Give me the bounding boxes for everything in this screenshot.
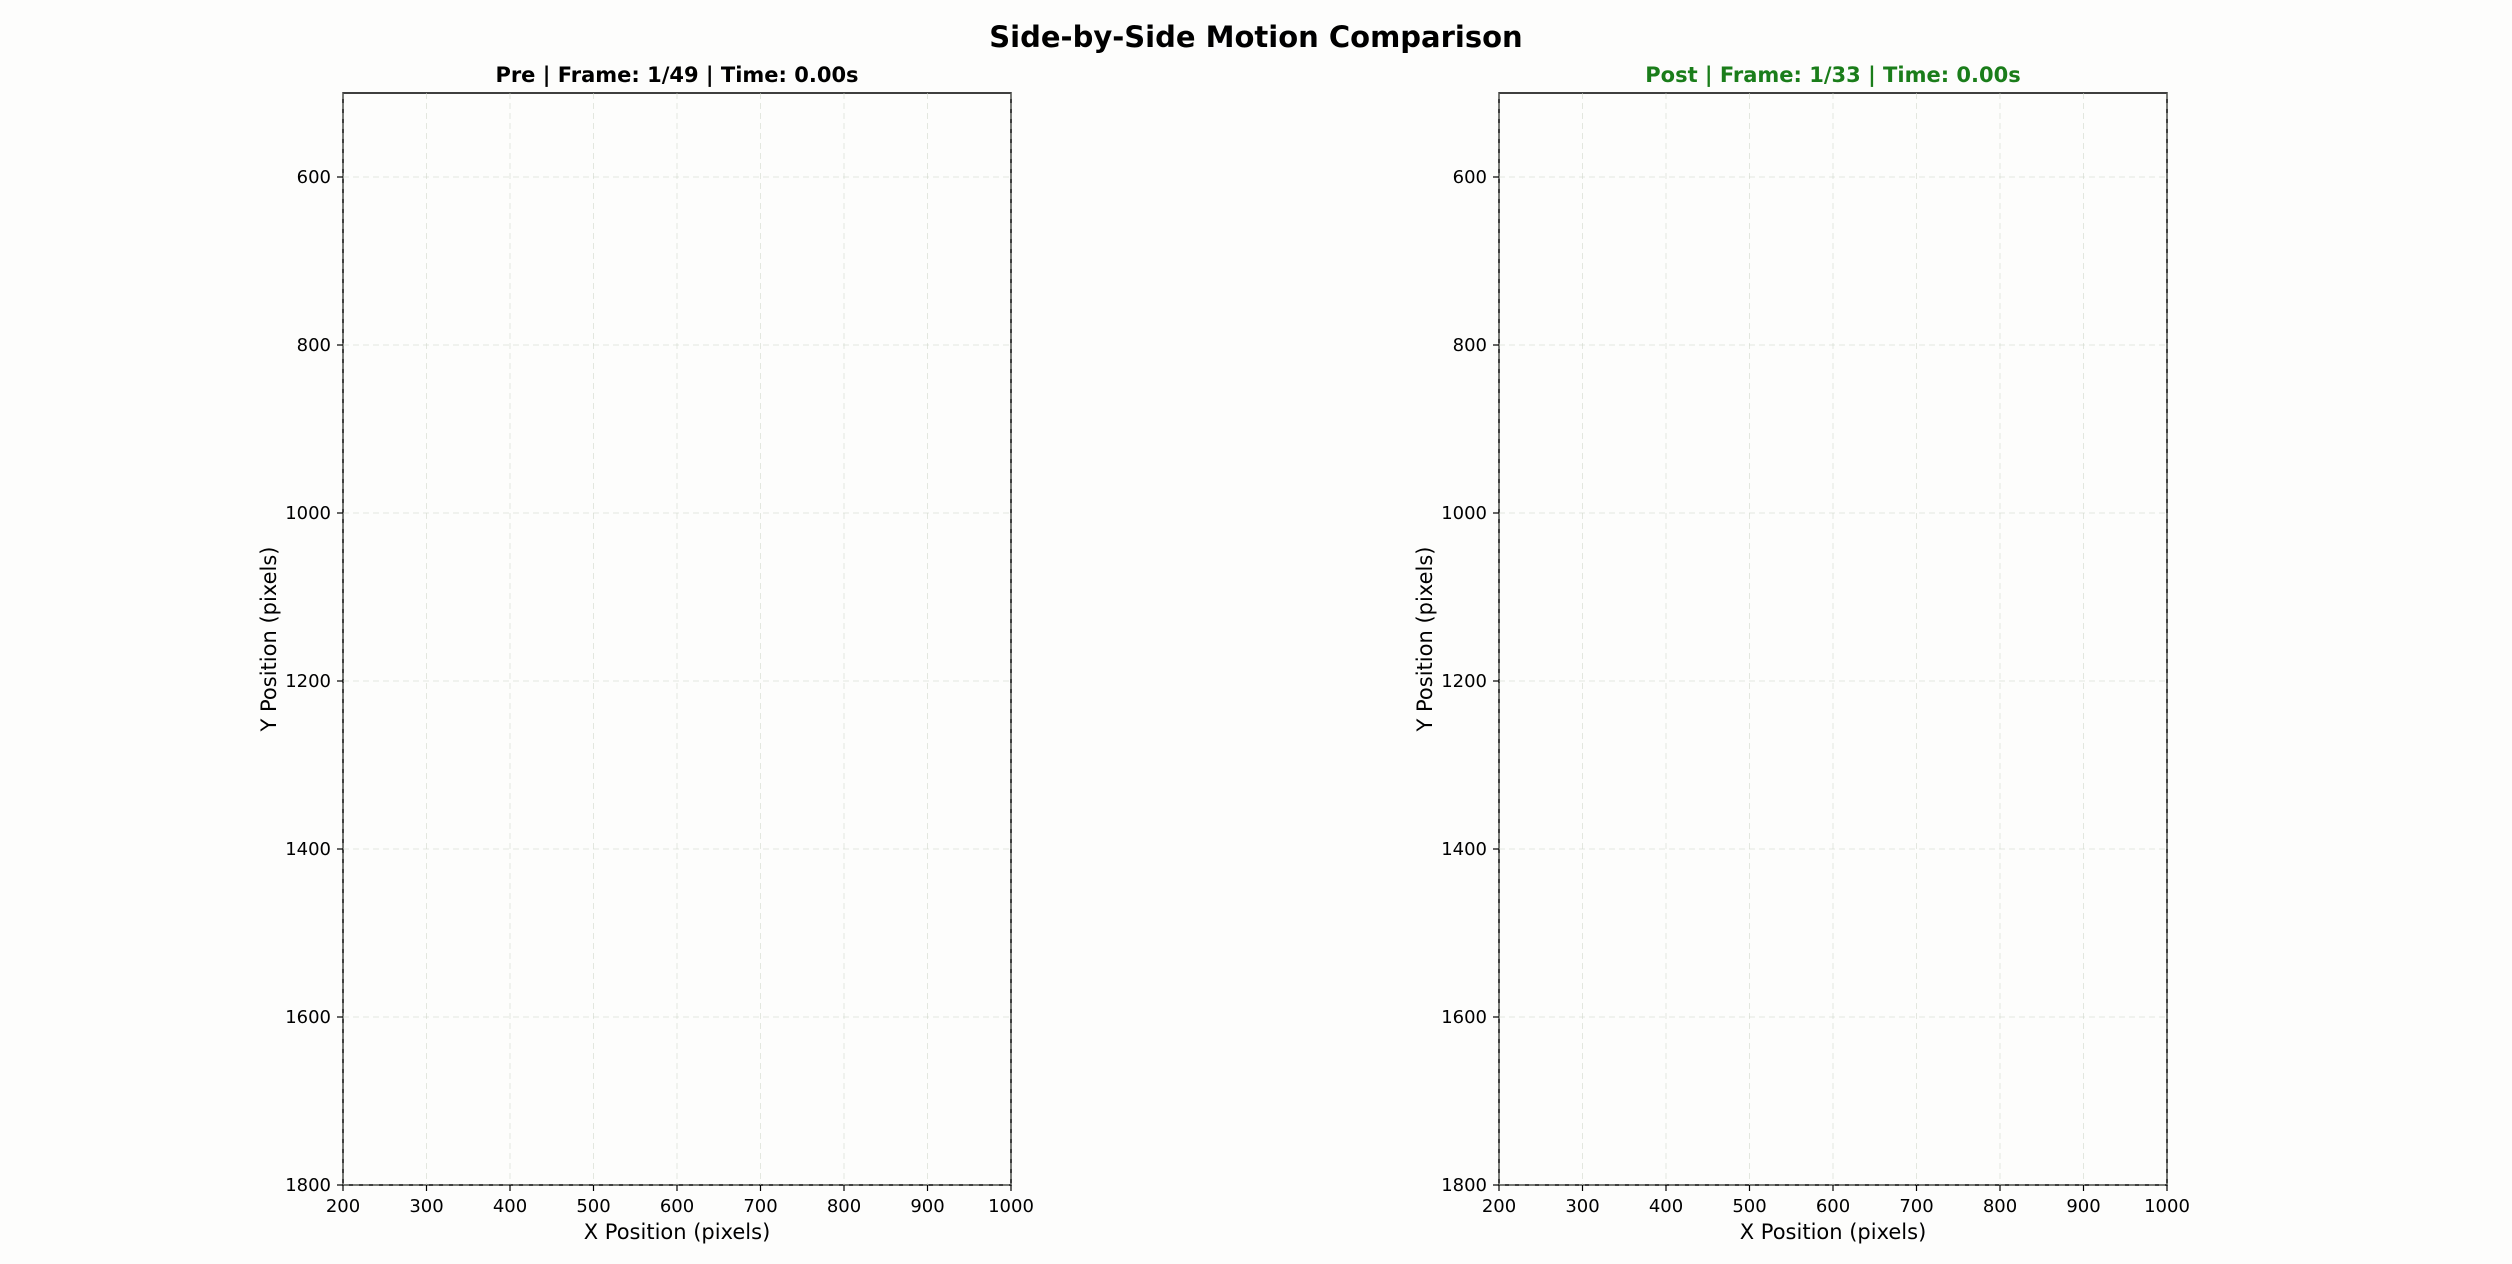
- post-panel-title: Post | Frame: 1/33 | Time: 0.00s: [1645, 63, 2020, 88]
- pre-panel-x-tick-label: 400: [493, 1196, 527, 1217]
- post-panel-x-tick-label: 600: [1816, 1196, 1850, 1217]
- pre-panel-x-tick-label: 600: [660, 1196, 694, 1217]
- pre-panel-x-tick-label: 200: [326, 1196, 360, 1217]
- post-panel-y-axis-label: Y Position (pixels): [1413, 547, 1437, 733]
- post-panel-x-tick-label: 1000: [2144, 1196, 2190, 1217]
- post-panel-x-tick-label: 700: [1899, 1196, 1933, 1217]
- post-panel-plot-area: 200 300 400 500 600 700 800 900 1000 600 800 1000 12…: [1441, 92, 2190, 1217]
- pre-panel-plot-area: 200 300 400 500 600 700 800 900 1000 600 800 1000 12…: [285, 92, 1034, 1217]
- post-panel-y-tick-label: 1000: [1441, 503, 1487, 524]
- pre-panel-y-axis-label: Y Position (pixels): [257, 547, 281, 733]
- post-panel-x-tick-label: 500: [1732, 1196, 1766, 1217]
- pre-panel-x-tick-label: 700: [743, 1196, 777, 1217]
- post-panel-y-tick-label: 600: [1453, 167, 1487, 188]
- pre-panel-y-tick-label: 1000: [285, 503, 331, 524]
- post-panel-x-tick-label: 300: [1565, 1196, 1599, 1217]
- pre-panel-x-axis-label: X Position (pixels): [584, 1220, 771, 1244]
- pre-panel-y-tick-label: 800: [297, 335, 331, 356]
- post-panel-x-axis-label: X Position (pixels): [1740, 1220, 1927, 1244]
- pre-panel-title: Pre | Frame: 1/49 | Time: 0.00s: [495, 63, 858, 88]
- post-panel-y-tick-label: 1200: [1441, 671, 1487, 692]
- pre-panel-x-tick-label: 500: [576, 1196, 610, 1217]
- post-panel-y-tick-label: 1800: [1441, 1175, 1487, 1196]
- figure-suptitle: Side-by-Side Motion Comparison: [989, 20, 1522, 54]
- pre-panel-x-tick-label: 900: [910, 1196, 944, 1217]
- post-panel-y-tick-label: 1600: [1441, 1007, 1487, 1028]
- pre-panel-y-tick-label: 600: [297, 167, 331, 188]
- pre-panel-y-tick-label: 1200: [285, 671, 331, 692]
- post-panel-x-tick-label: 900: [2066, 1196, 2100, 1217]
- post-panel-y-tick-label: 800: [1453, 335, 1487, 356]
- post-panel-x-tick-label: 400: [1649, 1196, 1683, 1217]
- post-panel-x-tick-label: 200: [1482, 1196, 1516, 1217]
- pre-panel-x-tick-label: 800: [827, 1196, 861, 1217]
- post-panel-x-tick-label: 800: [1983, 1196, 2017, 1217]
- pre-panel-y-tick-label: 1800: [285, 1175, 331, 1196]
- pre-panel-y-tick-label: 1400: [285, 839, 331, 860]
- pre-panel-y-tick-label: 1600: [285, 1007, 331, 1028]
- pre-panel-x-tick-label: 1000: [988, 1196, 1034, 1217]
- pre-panel: Pre | Frame: 1/49 | Time: 0.00s 200 300 40…: [257, 63, 1034, 1244]
- pre-panel-x-tick-label: 300: [409, 1196, 443, 1217]
- post-panel: Post | Frame: 1/33 | Time: 0.00s 200 300 4…: [1413, 63, 2190, 1244]
- post-panel-y-tick-label: 1400: [1441, 839, 1487, 860]
